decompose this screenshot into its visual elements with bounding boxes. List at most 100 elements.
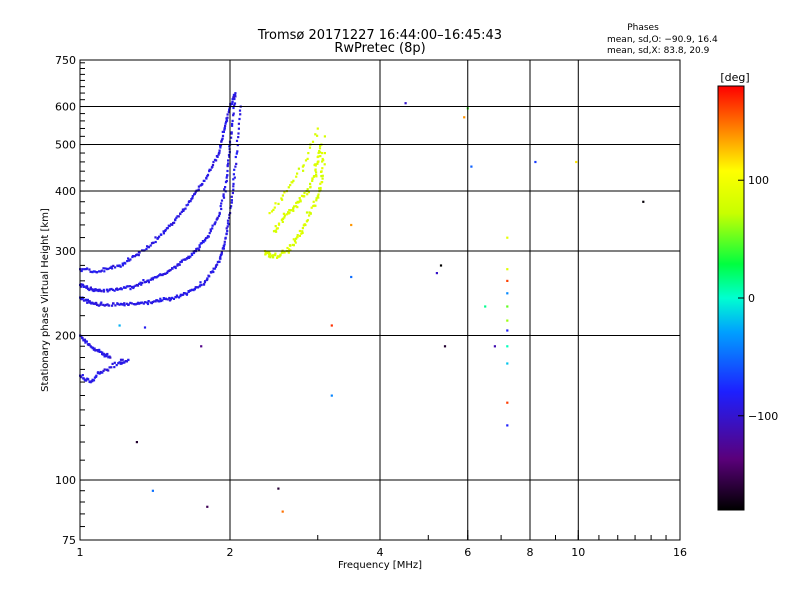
echo-point bbox=[151, 489, 154, 492]
echo-point bbox=[141, 281, 144, 285]
echo-point bbox=[306, 188, 309, 191]
echo-point bbox=[86, 287, 90, 291]
echo-point bbox=[151, 300, 154, 304]
echo-point bbox=[232, 93, 235, 96]
echo-point bbox=[235, 152, 238, 155]
echo-point bbox=[114, 266, 117, 269]
echo-point bbox=[115, 364, 118, 367]
echo-point bbox=[83, 285, 86, 288]
y-axis-label: Stationary phase Virtual Height [km] bbox=[40, 208, 51, 392]
echo-point bbox=[151, 278, 154, 281]
echo-point bbox=[125, 285, 128, 288]
echo-point bbox=[143, 326, 147, 329]
echo-point bbox=[230, 199, 233, 202]
echo-point bbox=[314, 204, 317, 207]
echo-point bbox=[322, 159, 325, 162]
echo-point bbox=[127, 257, 130, 260]
echo-point bbox=[231, 191, 234, 195]
y-tick-label: 300 bbox=[55, 245, 76, 258]
echo-point bbox=[227, 162, 230, 165]
echo-point bbox=[642, 200, 645, 203]
echo-point bbox=[91, 378, 94, 381]
echo-point bbox=[290, 181, 293, 184]
echo-point bbox=[124, 286, 127, 289]
echo-point bbox=[89, 286, 92, 289]
x-tick-label: 6 bbox=[464, 546, 471, 559]
echo-point bbox=[318, 187, 321, 190]
echo-point bbox=[314, 169, 317, 172]
echo-point bbox=[147, 281, 150, 284]
x-tick-label: 4 bbox=[377, 546, 384, 559]
echo-point bbox=[208, 275, 211, 278]
echo-point bbox=[86, 267, 89, 270]
echo-point bbox=[209, 168, 212, 171]
echo-point bbox=[226, 174, 229, 177]
echo-point bbox=[506, 305, 509, 308]
echo-point bbox=[121, 264, 124, 267]
echo-point bbox=[295, 237, 298, 240]
echo-point bbox=[309, 182, 312, 185]
echo-point bbox=[308, 214, 311, 217]
colorbar-ticks: −100 0 100 bbox=[738, 174, 778, 423]
echo-point bbox=[321, 152, 324, 155]
echo-point bbox=[103, 355, 106, 358]
echo-point bbox=[214, 221, 217, 224]
echo-point bbox=[119, 362, 122, 365]
echo-point bbox=[191, 253, 194, 256]
echo-point bbox=[277, 223, 281, 226]
echo-point bbox=[95, 301, 98, 305]
echo-point bbox=[289, 209, 293, 212]
echo-point bbox=[80, 375, 83, 378]
echo-point bbox=[82, 339, 85, 342]
echo-point bbox=[135, 441, 138, 444]
echo-point bbox=[139, 281, 142, 284]
echo-point bbox=[314, 164, 317, 167]
echo-point bbox=[316, 134, 319, 137]
echo-point bbox=[95, 374, 98, 377]
echo-point bbox=[216, 263, 219, 266]
echo-point bbox=[80, 298, 83, 301]
echo-point bbox=[83, 268, 86, 271]
echo-point bbox=[222, 130, 225, 133]
chart-title: Tromsø 20171227 16:44:00–16:45:43 bbox=[257, 28, 502, 43]
echo-point bbox=[208, 170, 211, 173]
echo-point bbox=[141, 301, 144, 304]
echo-point bbox=[162, 230, 165, 233]
echo-point bbox=[81, 374, 84, 377]
echo-point bbox=[121, 361, 124, 364]
echo-point bbox=[186, 257, 189, 260]
echo-point bbox=[274, 202, 277, 205]
echo-point bbox=[295, 201, 298, 205]
echo-point bbox=[575, 160, 578, 164]
x-axis: 1 2 4 6 8 10 16 bbox=[77, 530, 687, 559]
echo-point bbox=[184, 292, 187, 295]
echo-point bbox=[112, 302, 115, 305]
echo-point bbox=[104, 353, 107, 356]
echo-point bbox=[202, 241, 205, 244]
echo-point bbox=[296, 206, 299, 209]
echo-point bbox=[171, 267, 174, 270]
echo-point bbox=[318, 147, 322, 150]
echo-point bbox=[82, 297, 85, 300]
echo-point bbox=[270, 254, 273, 257]
echo-point bbox=[232, 178, 235, 181]
echo-point bbox=[123, 304, 126, 307]
echo-point bbox=[126, 260, 129, 263]
echo-point bbox=[135, 302, 138, 305]
phase-stats-header: Phases bbox=[627, 23, 659, 33]
echo-point bbox=[100, 269, 103, 272]
echo-point bbox=[159, 233, 162, 236]
echo-point bbox=[321, 160, 324, 163]
echo-point bbox=[144, 301, 147, 304]
echo-point bbox=[274, 252, 277, 255]
echo-point bbox=[287, 211, 290, 214]
echo-point bbox=[95, 349, 99, 352]
echo-point bbox=[182, 293, 185, 296]
echo-point bbox=[404, 102, 407, 105]
echo-point bbox=[231, 100, 234, 103]
echo-point bbox=[168, 296, 171, 300]
echo-point bbox=[222, 247, 225, 250]
echo-point bbox=[195, 247, 198, 251]
echo-point bbox=[80, 285, 83, 288]
echo-point bbox=[288, 248, 291, 251]
